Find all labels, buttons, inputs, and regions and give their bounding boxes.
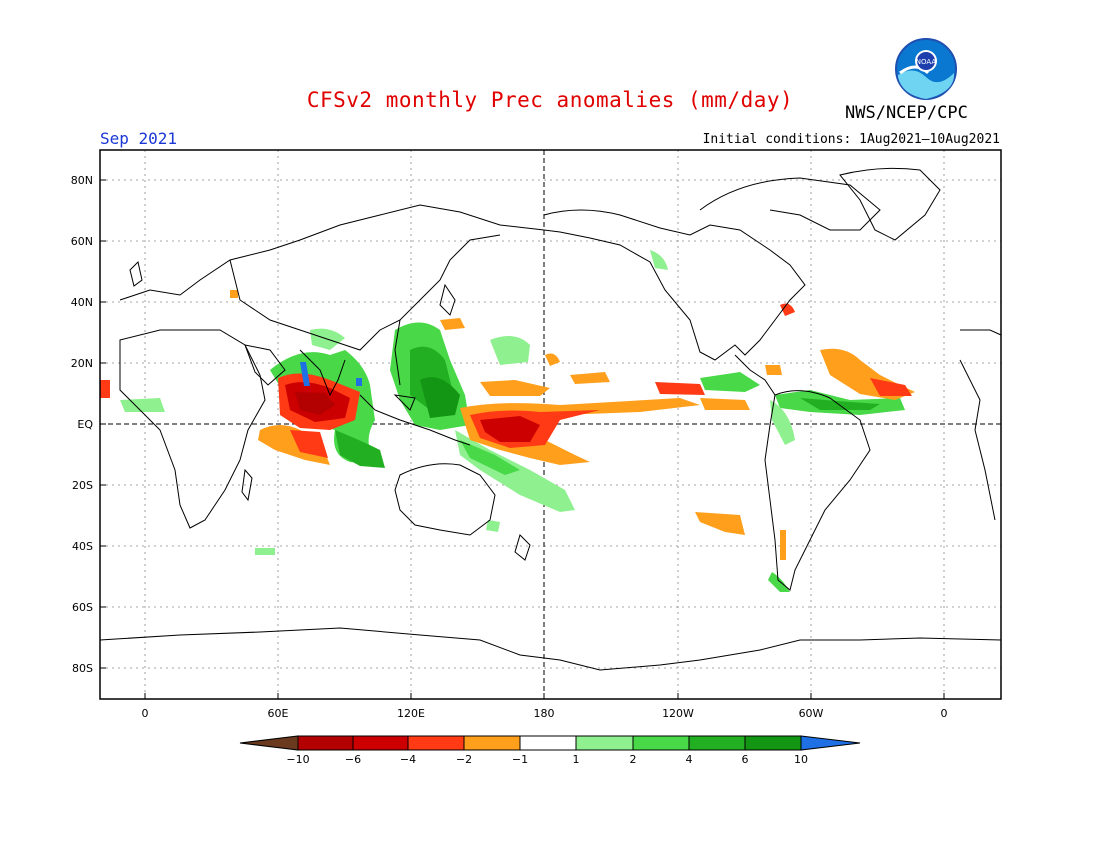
colorbar-swatch — [575, 735, 634, 751]
noaa-logo-icon: NOAA — [895, 38, 957, 100]
colorbar-label: −2 — [456, 753, 472, 766]
lon-label: 60E — [268, 707, 289, 720]
lat-label: 60N — [71, 235, 93, 248]
lat-label: 80N — [71, 174, 93, 187]
colorbar-label: 10 — [794, 753, 808, 766]
colorbar-label: −10 — [286, 753, 309, 766]
lat-label: EQ — [77, 418, 93, 431]
lon-label: 0 — [941, 707, 948, 720]
colorbar-labels: −10 −6 −4 −2 −1 1 2 4 6 10 — [286, 753, 808, 766]
colorbar-label: 4 — [686, 753, 693, 766]
colorbar-swatch — [688, 735, 746, 751]
lat-label: 40S — [72, 540, 93, 553]
lon-label: 60W — [799, 707, 824, 720]
colorbar-swatch — [463, 735, 521, 751]
lon-label: 0 — [142, 707, 149, 720]
longitude-labels: 0 60E 120E 180 120W 60W 0 — [142, 707, 948, 720]
lat-label: 80S — [72, 662, 93, 675]
anomaly-shading — [100, 250, 915, 592]
colorbar-swatch — [352, 735, 409, 751]
colorbar-cap-high — [800, 735, 861, 751]
colorbar-swatch — [297, 735, 354, 751]
forecast-month: Sep 2021 — [100, 129, 178, 148]
initial-conditions: Initial conditions: 1Aug2021–10Aug2021 — [702, 132, 1000, 147]
agency-label: NWS/NCEP/CPC — [845, 103, 968, 123]
lat-label: 20N — [71, 357, 93, 370]
colorbar — [239, 735, 861, 751]
lat-label: 20S — [72, 479, 93, 492]
svg-text:NOAA: NOAA — [916, 58, 937, 66]
lon-label: 120E — [397, 707, 425, 720]
colorbar-swatch — [744, 735, 802, 751]
coastlines — [99, 167, 1002, 671]
axis-ticks — [100, 179, 945, 699]
lon-label: 180 — [534, 707, 555, 720]
colorbar-swatch — [519, 735, 577, 751]
colorbar-label: 2 — [630, 753, 637, 766]
latitude-labels: 80N 60N 40N 20N EQ 20S 40S 60S 80S — [71, 174, 94, 675]
colorbar-label: −6 — [345, 753, 361, 766]
lon-label: 120W — [662, 707, 694, 720]
colorbar-swatch — [407, 735, 465, 751]
colorbar-label: 1 — [573, 753, 580, 766]
lat-label: 60S — [72, 601, 93, 614]
colorbar-swatch — [632, 735, 690, 751]
lat-label: 40N — [71, 296, 93, 309]
colorbar-cap-low — [239, 735, 299, 751]
map-title: CFSv2 monthly Prec anomalies (mm/day) — [306, 88, 794, 112]
colorbar-label: −4 — [400, 753, 416, 766]
colorbar-label: 6 — [742, 753, 749, 766]
colorbar-label: −1 — [512, 753, 528, 766]
